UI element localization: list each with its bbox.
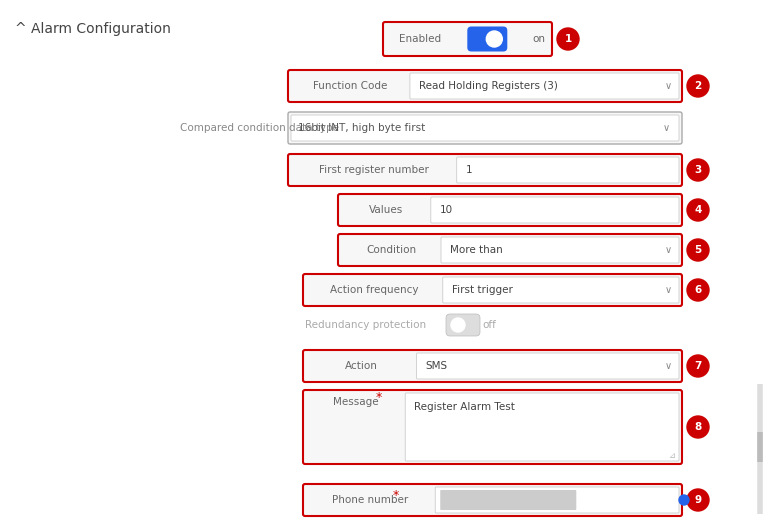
Text: Action frequency: Action frequency	[330, 285, 419, 295]
Text: Phone number: Phone number	[333, 495, 409, 505]
Text: 5: 5	[695, 245, 701, 255]
Text: ^ Alarm Configuration: ^ Alarm Configuration	[15, 22, 171, 36]
FancyBboxPatch shape	[338, 234, 682, 266]
Circle shape	[687, 75, 709, 97]
Text: *: *	[393, 488, 399, 502]
Text: First register number: First register number	[319, 165, 429, 175]
Text: 4: 4	[695, 205, 701, 215]
FancyBboxPatch shape	[303, 484, 682, 516]
Text: ∨: ∨	[665, 245, 671, 255]
Text: 1: 1	[466, 165, 472, 175]
Circle shape	[679, 495, 689, 505]
Text: 7: 7	[695, 361, 701, 371]
Text: 9: 9	[695, 495, 701, 505]
Text: More than: More than	[450, 245, 503, 255]
FancyBboxPatch shape	[405, 393, 679, 461]
Text: 6: 6	[695, 285, 701, 295]
Circle shape	[687, 279, 709, 301]
Text: Message: Message	[333, 397, 378, 407]
Text: 1: 1	[564, 34, 571, 44]
Text: SMS: SMS	[426, 361, 447, 371]
FancyBboxPatch shape	[435, 487, 679, 513]
FancyBboxPatch shape	[440, 490, 576, 510]
Text: ∨: ∨	[662, 123, 670, 133]
Text: ∨: ∨	[665, 81, 671, 91]
Text: 3: 3	[695, 165, 701, 175]
Text: off: off	[482, 320, 496, 330]
Text: Redundancy protection: Redundancy protection	[305, 320, 426, 330]
Text: Read Holding Registers (3): Read Holding Registers (3)	[419, 81, 557, 91]
Text: 2: 2	[695, 81, 701, 91]
FancyBboxPatch shape	[288, 70, 682, 102]
FancyBboxPatch shape	[430, 197, 679, 223]
FancyBboxPatch shape	[288, 154, 682, 186]
Text: ∨: ∨	[665, 285, 671, 295]
Text: *: *	[376, 392, 382, 404]
Text: 10: 10	[440, 205, 453, 215]
FancyBboxPatch shape	[338, 194, 682, 226]
Text: Compared condition data type: Compared condition data type	[180, 123, 339, 133]
FancyBboxPatch shape	[446, 314, 480, 336]
FancyBboxPatch shape	[303, 350, 682, 382]
Text: 16bit INT, high byte first: 16bit INT, high byte first	[298, 123, 425, 133]
Text: Enabled: Enabled	[399, 34, 441, 44]
FancyBboxPatch shape	[441, 237, 679, 263]
FancyBboxPatch shape	[467, 27, 507, 52]
Circle shape	[687, 159, 709, 181]
Text: Action: Action	[345, 361, 378, 371]
Text: Values: Values	[369, 205, 403, 215]
Circle shape	[687, 239, 709, 261]
FancyBboxPatch shape	[291, 115, 679, 141]
Circle shape	[687, 416, 709, 438]
Circle shape	[687, 199, 709, 221]
Circle shape	[557, 28, 579, 50]
Circle shape	[487, 31, 502, 47]
Text: Condition: Condition	[366, 245, 416, 255]
FancyBboxPatch shape	[303, 274, 682, 306]
FancyBboxPatch shape	[288, 112, 682, 144]
Circle shape	[687, 355, 709, 377]
Text: Function Code: Function Code	[313, 81, 387, 91]
FancyBboxPatch shape	[417, 353, 679, 379]
FancyBboxPatch shape	[457, 157, 679, 183]
FancyBboxPatch shape	[443, 277, 679, 303]
Text: First trigger: First trigger	[452, 285, 513, 295]
Text: on: on	[532, 34, 545, 44]
FancyBboxPatch shape	[410, 73, 679, 99]
Text: 8: 8	[695, 422, 701, 432]
Circle shape	[451, 318, 465, 332]
FancyBboxPatch shape	[303, 390, 682, 464]
Circle shape	[687, 489, 709, 511]
FancyBboxPatch shape	[383, 22, 552, 56]
Text: ⊿: ⊿	[668, 452, 675, 461]
Text: ∨: ∨	[665, 361, 671, 371]
Text: Register Alarm Test: Register Alarm Test	[414, 402, 515, 412]
